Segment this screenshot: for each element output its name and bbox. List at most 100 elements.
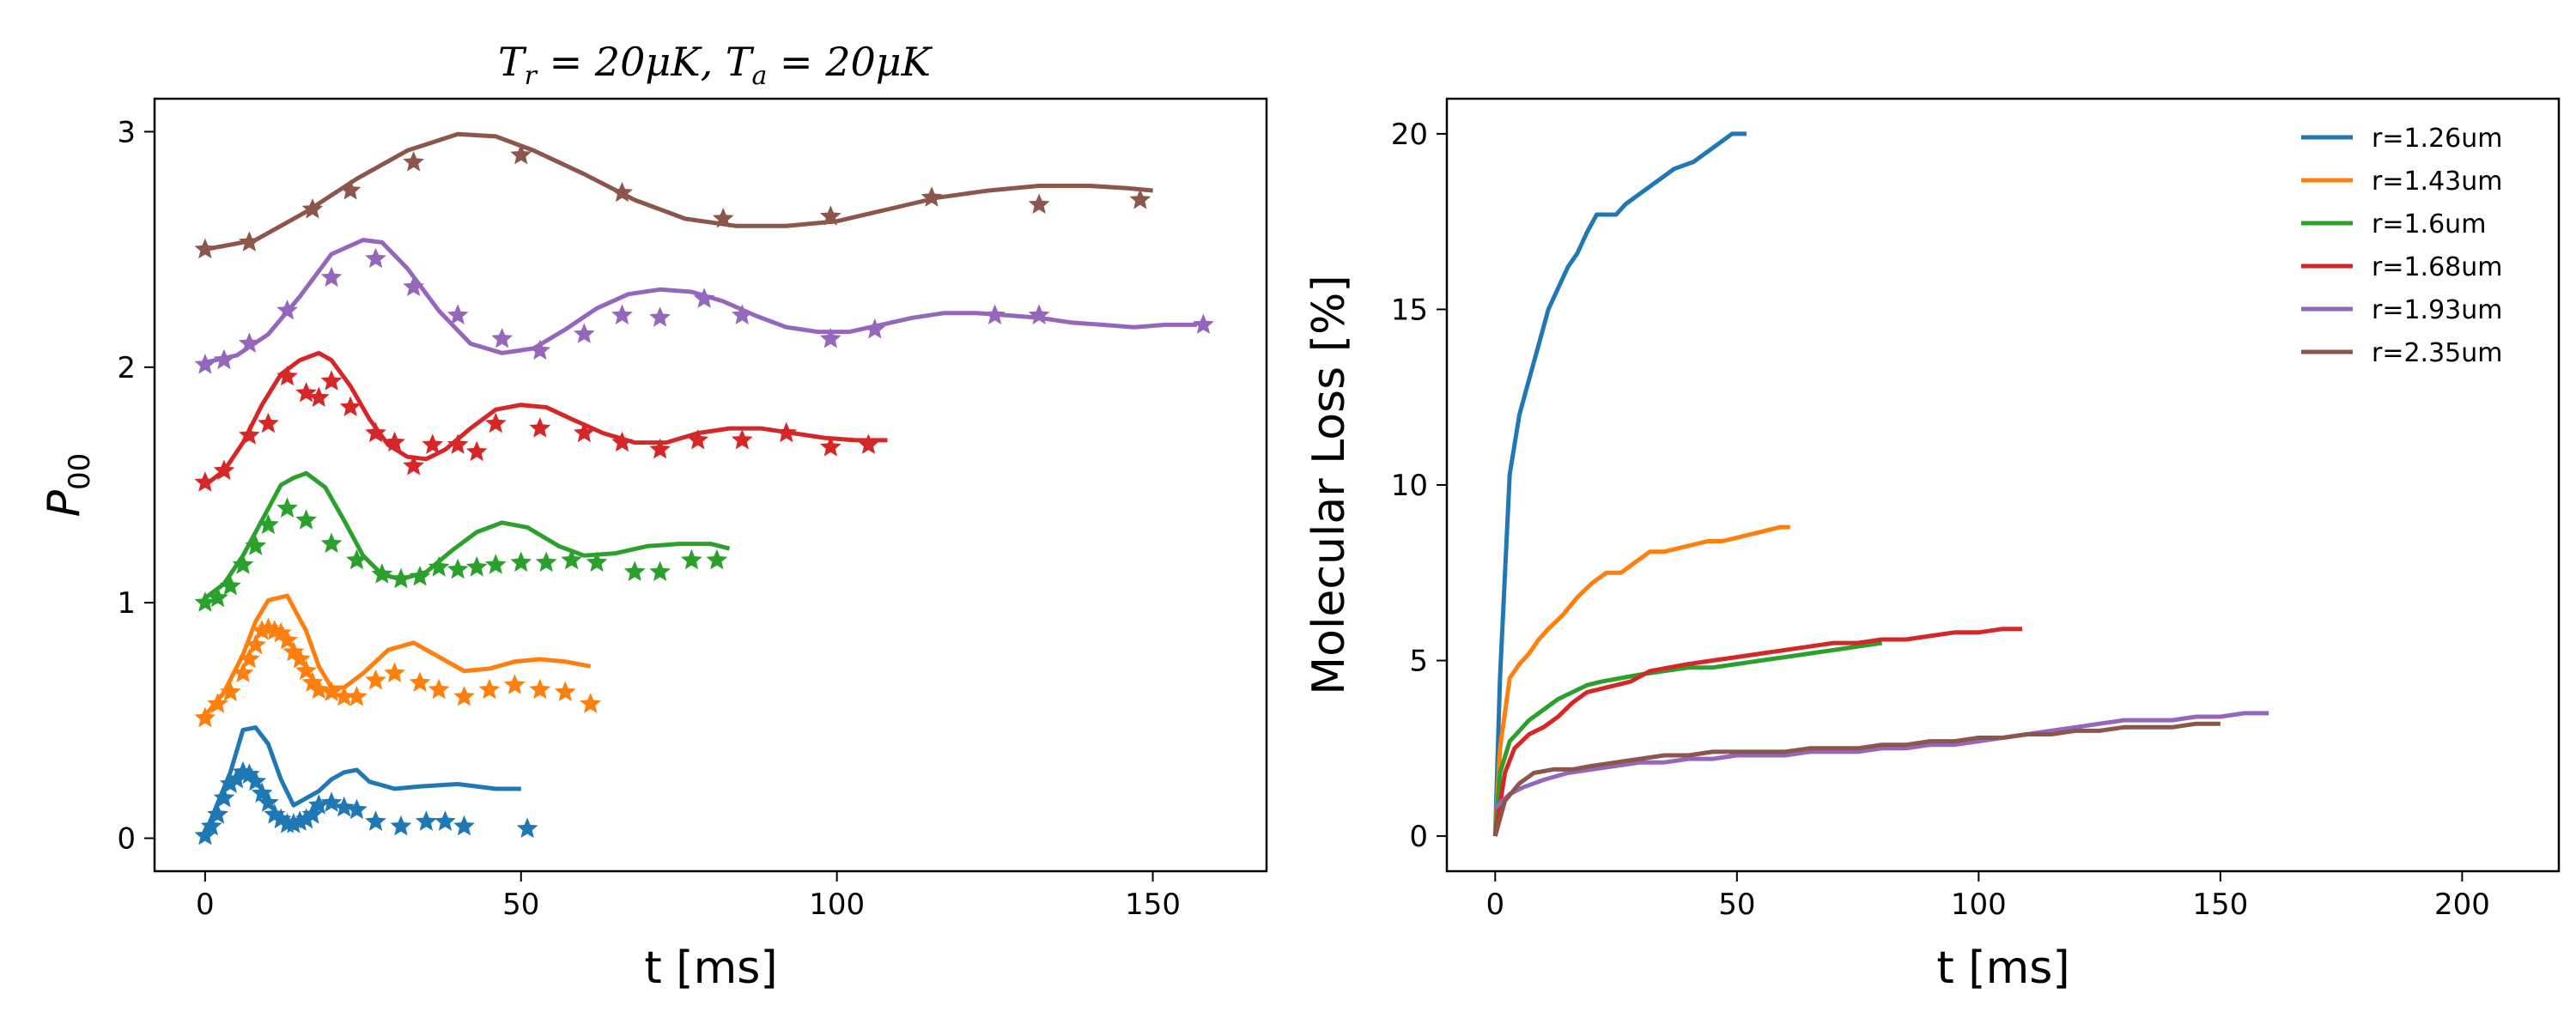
left-plot-area [194,131,1214,845]
left-data-marker [409,566,431,586]
left-data-marker [239,332,260,353]
right-plot-area [1492,131,2269,837]
left-data-marker [561,548,582,570]
left-data-marker [491,327,513,348]
right-y-tick-label: 15 [1391,293,1428,327]
right-y-tick-label: 5 [1409,645,1428,679]
right-x-ticks: 0 50 100 150 200 [1485,871,2490,922]
legend-label: r=1.43um [2372,167,2503,197]
left-data-marker [510,551,532,573]
left-data-marker [339,396,361,416]
right-x-tick-label: 150 [2192,888,2248,922]
left-data-marker [207,803,228,824]
right-y-axis-label: Molecular Loss [%] [1303,275,1355,694]
left-data-marker [858,433,879,454]
right-series-line-4 [1493,711,2269,810]
left-data-marker [516,817,538,839]
legend-label: r=1.6um [2372,209,2486,239]
left-data-marker [611,431,633,452]
left-data-marker [194,706,216,728]
left-data-marker [611,304,633,324]
left-data-marker [390,815,412,836]
left-data-marker [194,354,216,374]
left-data-marker [390,567,412,589]
left-data-marker [365,247,386,269]
left-data-marker [333,796,355,817]
left-data-marker [239,231,260,251]
left-data-marker [1028,304,1050,324]
left-data-marker [586,551,608,573]
left-data-marker [276,365,298,386]
left-data-marker [984,304,1005,324]
left-data-marker [447,433,469,454]
right-x-tick-label: 100 [1951,888,2007,922]
left-data-marker [207,586,228,608]
left-y-axis-label: P00 [39,453,97,518]
left-data-marker [403,455,424,476]
left-data-marker [333,686,355,706]
left-y-tick-label: 3 [117,115,136,149]
left-data-marker [258,412,279,433]
left-data-marker [1129,189,1151,209]
right-panel: 0 50 100 150 200 0 5 10 15 20 t [ms] Molecular L… [1303,97,2561,994]
left-data-marker [465,556,488,577]
left-data-marker [731,304,753,324]
right-x-axis-label: t [ms] [1936,942,2069,994]
left-data-marker [276,300,298,320]
left-data-marker [478,678,501,700]
right-x-tick-label: 200 [2434,888,2490,922]
left-fit-line-1 [203,593,592,718]
legend-label: r=1.93um [2372,295,2503,325]
left-data-marker [384,662,405,682]
left-data-marker [712,207,734,228]
left-data-marker [416,810,437,831]
left-data-marker [371,563,393,584]
left-data-marker [649,306,671,327]
left-data-marker [504,674,526,694]
legend: r=1.26um r=1.43um r=1.6um r=1.68um r=1.93um r… [2301,124,2503,368]
left-data-marker [819,436,841,457]
left-data-marker [346,548,368,570]
left-data-marker [706,548,728,570]
left-y-tick-label: 1 [117,586,136,621]
left-data-marker [554,681,576,701]
left-x-tick-label: 0 [196,888,215,922]
left-data-marker [194,471,216,492]
left-data-marker [529,339,551,360]
left-data-marker [219,575,241,596]
left-data-marker [453,686,475,706]
left-data-marker [365,421,386,443]
left-data-marker [510,143,532,165]
left-data-marker [453,815,475,836]
left-fit-line-4 [204,238,1198,365]
left-y-tick-label: 2 [117,351,136,385]
left-data-marker [239,424,260,445]
left-x-tick-label: 150 [1125,888,1181,922]
left-x-tick-label: 50 [502,888,539,922]
left-data-marker [681,548,702,570]
left-data-marker [693,288,715,308]
left-data-marker [245,535,267,555]
left-data-marker [245,633,267,655]
left-data-marker [529,417,551,438]
left-data-marker [219,681,241,701]
right-series-line-0 [1492,131,1747,837]
left-data-marker [409,671,431,692]
left-data-marker [864,318,886,339]
legend-label: r=1.68um [2372,252,2503,282]
left-data-marker [428,556,450,577]
left-data-marker [365,669,386,690]
left-data-marker [775,421,798,443]
right-series-line-1 [1492,524,1790,837]
left-data-marker [529,678,551,700]
left-data-marker [434,810,456,831]
left-data-marker [200,815,222,836]
left-data-marker [485,554,507,574]
left-panel: Tr = 20μK, Ta = 20μK 0 50 100 150 0 1 2 3 t [m… [39,39,1268,994]
left-data-marker [346,798,368,820]
right-y-tick-label: 0 [1409,820,1428,854]
left-data-marker [307,386,330,407]
left-data-marker [687,428,709,450]
left-x-axis-label: t [ms] [644,942,777,994]
left-data-marker [213,459,235,481]
